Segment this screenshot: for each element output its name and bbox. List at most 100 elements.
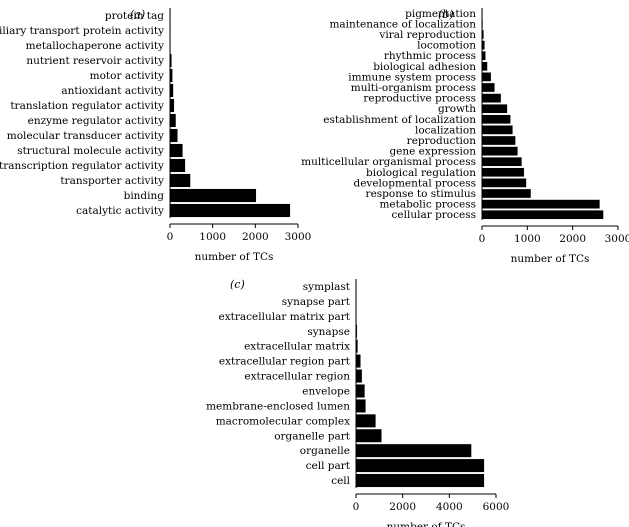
category-label: viral reproduction [378, 29, 476, 41]
category-label: motor activity [90, 70, 164, 82]
category-label: metallochaperone activity [26, 40, 164, 52]
category-label: maintenance of localization [329, 18, 476, 30]
panel-label: (c) [230, 278, 245, 291]
bar [169, 158, 186, 173]
bar [169, 98, 175, 113]
category-label: protein tag [105, 10, 164, 22]
bar [481, 209, 604, 220]
category-label: organelle part [274, 430, 351, 442]
x-axis-title: number of TCs [195, 251, 274, 263]
x-tick-label: 2000 [242, 231, 269, 243]
category-label: pigmentation [405, 8, 476, 20]
category-label: cell part [306, 460, 351, 472]
category-label: cell [331, 475, 350, 487]
x-tick-label: 1000 [199, 231, 226, 243]
category-label: synapse [307, 326, 350, 338]
category-label: cellular process [392, 209, 476, 221]
category-label: establishment of localization [323, 114, 476, 126]
category-label: structural molecule activity [17, 145, 164, 157]
panel-c: (c) symplast synapse part extracellular mat… [206, 278, 509, 527]
bar [355, 458, 485, 473]
bar [481, 72, 492, 82]
category-label: locomotion [417, 40, 476, 52]
category-label: biological regulation [366, 167, 476, 179]
bar [355, 369, 363, 383]
bar [481, 146, 519, 156]
category-label: response to stimulus [366, 188, 476, 200]
category-label: binding [124, 190, 165, 202]
bar [481, 93, 502, 103]
category-label: immune system process [348, 71, 476, 83]
x-tick-label: 0 [479, 233, 486, 245]
category-label: transcription regulator activity [0, 160, 164, 172]
category-label: multicellular organismal process [301, 156, 476, 168]
x-tick-label: 3000 [605, 233, 629, 245]
category-label: transporter activity [60, 175, 164, 187]
bar [481, 61, 488, 72]
x-axis-title: number of TCs [387, 521, 466, 527]
bar [481, 199, 601, 209]
category-label: developmental process [353, 177, 476, 189]
x-tick-label: 0 [167, 231, 174, 243]
x-tick-label: 3000 [285, 231, 312, 243]
category-label: extracellular region part [219, 356, 351, 368]
category-label: extracellular matrix part [219, 311, 351, 323]
category-label: metabolic process [379, 199, 476, 211]
category-label: nutrient reservoir activity [26, 55, 164, 67]
bar [481, 114, 511, 125]
bar [481, 125, 514, 135]
bar [481, 167, 525, 178]
panel-a: (a)protein tag auxiliary transport protei… [0, 8, 311, 263]
x-tick-label: 0 [353, 501, 360, 513]
category-label: extracellular matrix [244, 341, 350, 353]
category-label: organelle [300, 445, 350, 457]
category-label: growth [438, 103, 476, 115]
bar [481, 178, 527, 188]
bar [355, 384, 366, 398]
category-label: catalytic activity [76, 205, 164, 217]
bar [169, 203, 291, 218]
bar [355, 413, 377, 428]
category-label: localization [415, 124, 476, 136]
category-label: biological adhesion [373, 61, 476, 73]
category-label: symplast [303, 281, 351, 293]
x-tick-label: 6000 [483, 501, 510, 513]
bar [355, 428, 382, 443]
category-label: gene expression [389, 146, 476, 158]
bar [481, 188, 532, 199]
category-label: auxiliary transport protein activity [0, 25, 164, 37]
bar [355, 443, 472, 458]
panel-label: (b) [438, 8, 454, 21]
bar [481, 50, 486, 61]
category-label: reproduction [407, 135, 477, 147]
category-label: multi-organism process [351, 82, 476, 94]
category-label: rhythmic process [384, 50, 476, 62]
bar [481, 82, 495, 93]
panel-label: (a) [130, 8, 145, 21]
x-tick-label: 2000 [559, 233, 586, 245]
category-label: reproductive process [363, 93, 476, 105]
category-label: translation regulator activity [10, 100, 164, 112]
bar [169, 143, 184, 158]
category-label: envelope [302, 385, 350, 397]
bar [481, 103, 508, 114]
category-label: macromolecular complex [216, 415, 350, 427]
bar [481, 135, 516, 146]
bar [169, 83, 174, 98]
category-label: synapse part [282, 296, 351, 308]
category-label: antioxidant activity [61, 85, 164, 97]
bar [169, 188, 257, 203]
category-label: extracellular region [244, 371, 350, 383]
bar [169, 113, 177, 128]
category-label: enzyme regulator activity [28, 115, 164, 127]
category-label: membrane-enclosed lumen [206, 400, 350, 412]
bar [355, 354, 361, 369]
x-tick-label: 4000 [436, 501, 463, 513]
bar [355, 473, 485, 488]
bar [169, 173, 191, 188]
bar [355, 398, 367, 413]
bar [481, 156, 523, 167]
x-tick-label: 1000 [514, 233, 541, 245]
